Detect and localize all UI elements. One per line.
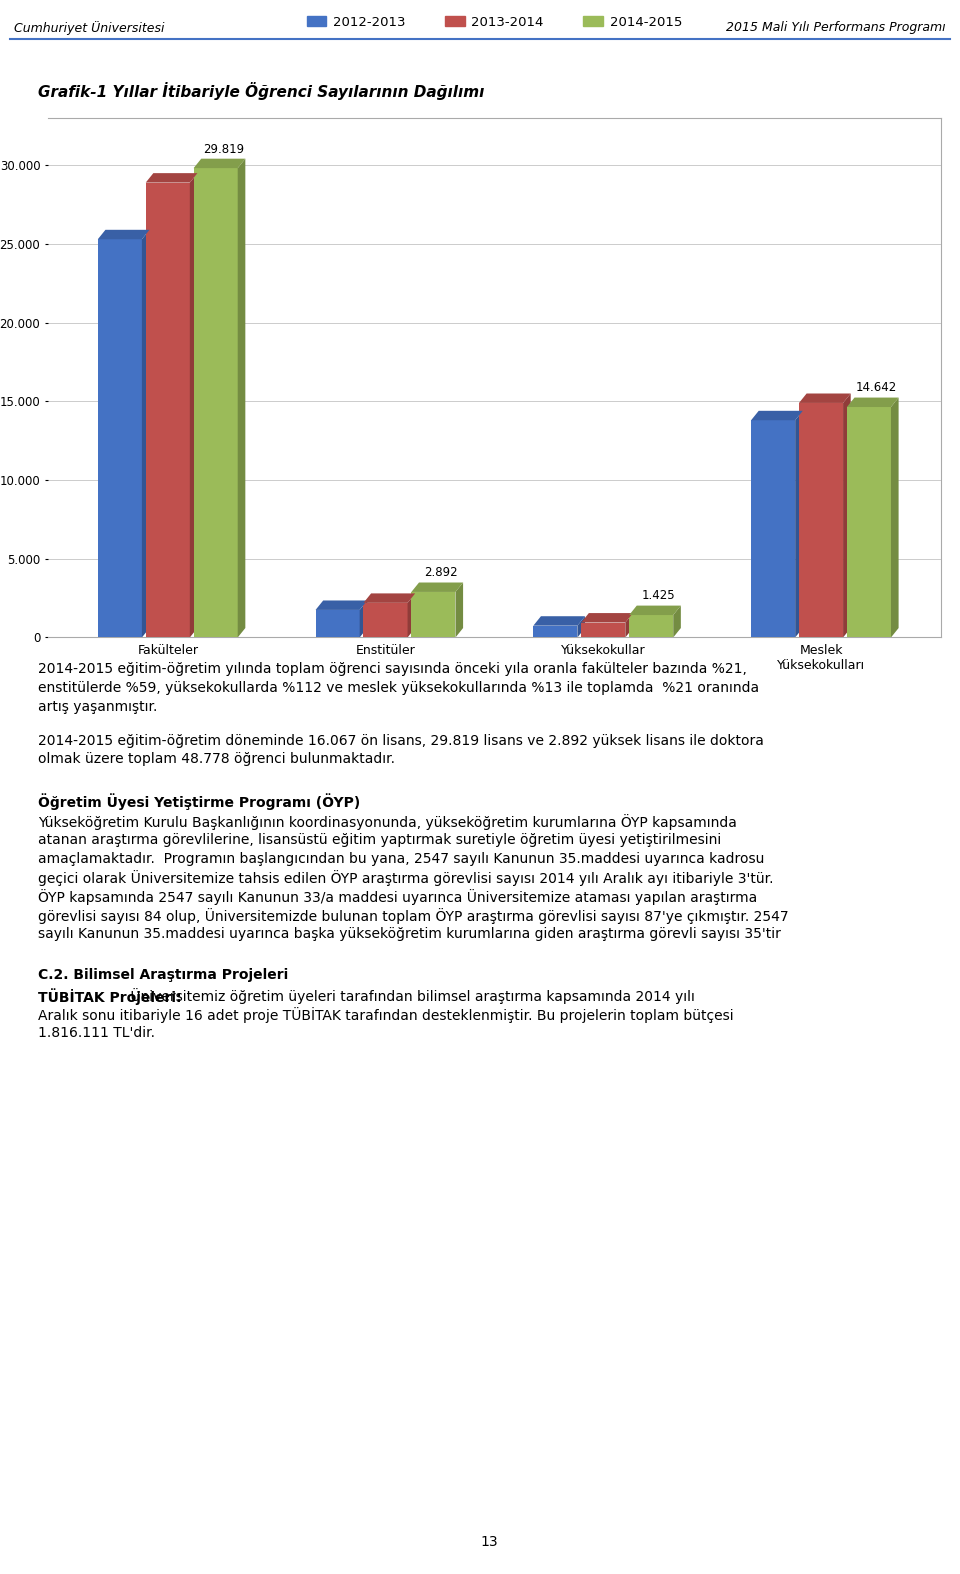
Bar: [412, 592, 455, 637]
Polygon shape: [238, 159, 246, 637]
Text: Aralık sonu itibariyle 16 adet proje TÜBİTAK tarafından desteklenmiştir. Bu proj: Aralık sonu itibariyle 16 adet proje TÜB…: [38, 1007, 734, 1023]
Text: artış yaşanmıştır.: artış yaşanmıştır.: [38, 700, 157, 713]
Text: olmak üzere toplam 48.778 öğrenci bulunmaktadır.: olmak üzere toplam 48.778 öğrenci bulunm…: [38, 752, 396, 767]
Polygon shape: [891, 398, 899, 637]
Text: amaçlamaktadır.  Programın başlangıcından bu yana, 2547 sayılı Kanunun 35.maddes: amaçlamaktadır. Programın başlangıcından…: [38, 852, 765, 866]
Polygon shape: [795, 411, 803, 637]
Text: TÜBİTAK Projeleri:: TÜBİTAK Projeleri:: [38, 988, 181, 1006]
Polygon shape: [146, 173, 198, 183]
Polygon shape: [142, 230, 150, 637]
Text: 1.425: 1.425: [642, 589, 676, 603]
Text: 2014-2015 eğitim-öğretim döneminde 16.067 ön lisans, 29.819 lisans ve 2.892 yüks: 2014-2015 eğitim-öğretim döneminde 16.06…: [38, 733, 764, 748]
Polygon shape: [534, 615, 585, 626]
Polygon shape: [98, 230, 150, 239]
Text: Öğretim Üyesi Yetiştirme Programı (ÖYP): Öğretim Üyesi Yetiştirme Programı (ÖYP): [38, 793, 361, 811]
Bar: [751, 420, 795, 637]
Bar: [847, 408, 891, 637]
Polygon shape: [847, 398, 899, 408]
Polygon shape: [751, 411, 803, 420]
Text: görevlisi sayısı 84 olup, Üniversitemizde bulunan toplam ÖYP araştırma görevlisi: görevlisi sayısı 84 olup, Üniversitemizd…: [38, 908, 789, 924]
Polygon shape: [843, 394, 851, 637]
Polygon shape: [455, 582, 463, 637]
Polygon shape: [412, 582, 463, 592]
Text: 2015 Mali Yılı Performans Programı: 2015 Mali Yılı Performans Programı: [726, 20, 946, 35]
Polygon shape: [581, 614, 633, 622]
Text: 2014-2015 eğitim-öğretim yılında toplam öğrenci sayısında önceki yıla oranla fak: 2014-2015 eğitim-öğretim yılında toplam …: [38, 663, 747, 677]
Polygon shape: [190, 173, 198, 637]
Bar: [194, 168, 238, 637]
Text: Cumhuriyet Üniversitesi: Cumhuriyet Üniversitesi: [14, 20, 165, 35]
Text: Yükseköğretim Kurulu Başkanlığının koordinasyonunda, yükseköğretim kurumlarına Ö: Yükseköğretim Kurulu Başkanlığının koord…: [38, 814, 737, 829]
Legend: 2012-2013, 2013-2014, 2014-2015: 2012-2013, 2013-2014, 2014-2015: [301, 11, 687, 35]
Text: Grafik-1 Yıllar İtibariyle Öğrenci Sayılarının Dağılımı: Grafik-1 Yıllar İtibariyle Öğrenci Sayıl…: [38, 82, 485, 99]
Text: C.2. Bilimsel Araştırma Projeleri: C.2. Bilimsel Araştırma Projeleri: [38, 968, 289, 982]
Bar: [364, 603, 408, 637]
Text: geçici olarak Üniversitemize tahsis edilen ÖYP araştırma görevlisi sayısı 2014 y: geçici olarak Üniversitemize tahsis edil…: [38, 870, 774, 886]
Polygon shape: [629, 606, 681, 615]
Bar: [98, 239, 142, 637]
Text: Üniversitemiz öğretim üyeleri tarafından bilimsel araştırma kapsamında 2014 yılı: Üniversitemiz öğretim üyeleri tarafından…: [126, 988, 695, 1004]
Bar: [799, 403, 843, 637]
Text: 29.819: 29.819: [203, 143, 244, 156]
Bar: [581, 622, 625, 637]
Polygon shape: [673, 606, 681, 637]
Text: ÖYP kapsamında 2547 sayılı Kanunun 33/a maddesi uyarınca Üniversitemize ataması : ÖYP kapsamında 2547 sayılı Kanunun 33/a …: [38, 889, 757, 905]
Polygon shape: [364, 593, 415, 603]
Text: enstitülerde %59, yüksekokullarda %112 ve meslek yüksekokullarında %13 ile topla: enstitülerde %59, yüksekokullarda %112 v…: [38, 682, 759, 696]
Polygon shape: [625, 614, 633, 637]
Bar: [534, 626, 577, 637]
Bar: [316, 611, 360, 637]
Text: 1.816.111 TL'dir.: 1.816.111 TL'dir.: [38, 1026, 156, 1040]
Bar: [629, 615, 673, 637]
Polygon shape: [360, 600, 368, 637]
Text: 14.642: 14.642: [856, 381, 898, 395]
Bar: [146, 183, 190, 637]
Text: 2.892: 2.892: [424, 567, 458, 579]
Polygon shape: [316, 600, 368, 611]
Polygon shape: [799, 394, 851, 403]
Text: 13: 13: [481, 1535, 498, 1549]
Polygon shape: [194, 159, 246, 168]
Text: atanan araştırma görevlilerine, lisansüstü eğitim yaptırmak suretiyle öğretim üy: atanan araştırma görevlilerine, lisansüs…: [38, 833, 722, 847]
Polygon shape: [408, 593, 415, 637]
Polygon shape: [577, 615, 585, 637]
Text: sayılı Kanunun 35.maddesi uyarınca başka yükseköğretim kurumlarına giden araştır: sayılı Kanunun 35.maddesi uyarınca başka…: [38, 927, 781, 941]
